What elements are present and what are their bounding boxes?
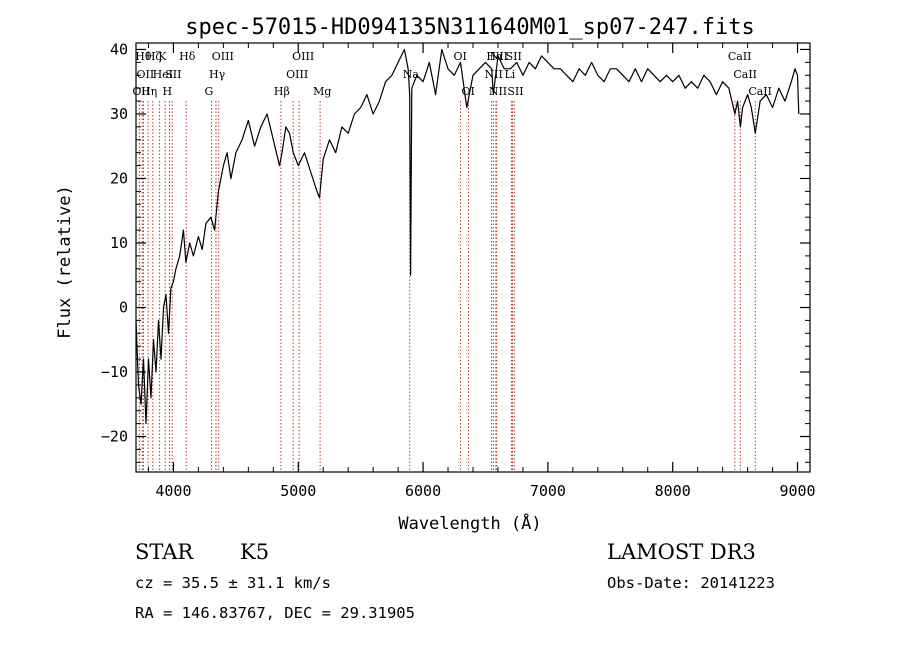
line-label: Hγ [209,68,226,81]
line-label: Hδ [179,50,196,63]
y-tick-label: 0 [119,298,128,316]
axis-ticks: 4000 5000 6000 7000 8000 9000 −20 −10 0 10 20 30 40 [101,40,816,500]
observation-date: Obs-Date: 20141223 [607,574,775,592]
line-label: G [205,85,214,98]
line-label: Hβ [274,85,290,98]
line-label: K [158,50,167,63]
line-label: OIII [212,50,234,63]
x-tick-label: 8000 [655,482,691,500]
line-label: OIII [292,50,314,63]
spectrum-series [135,48,800,425]
line-label: Na [403,68,420,81]
line-label: Hζ [146,50,162,63]
emission-line-markers [138,101,756,472]
line-label: Li [504,68,515,81]
x-tick-label: 5000 [280,482,316,500]
line-label: CaII [728,50,752,63]
object-subclass: K5 [240,540,270,564]
redshift-value: cz = 35.5 ± 31.1 km/s [135,574,331,592]
y-tick-label: 20 [110,169,128,187]
line-label: SII [506,50,522,63]
line-label: Hη [141,85,157,98]
x-tick-label: 9000 [779,482,815,500]
coordinates: RA = 146.83767, DEC = 29.31905 [135,604,415,622]
y-axis-label: Flux (relative) [55,185,75,339]
y-tick-label: 10 [110,234,128,252]
line-label: CaII [748,85,772,98]
line-label: OII [136,68,154,81]
y-tick-label: −10 [101,363,128,381]
y-tick-label: 40 [110,40,128,58]
line-label: NII [484,68,502,81]
plot-frame [135,42,811,473]
x-tick-label: 7000 [530,482,566,500]
x-tick-label: 4000 [155,482,191,500]
line-label: OIII [286,68,308,81]
y-tick-label: 30 [110,105,128,123]
chart-title: spec-57015-HD094135N311640M01_sp07-247.f… [185,15,755,40]
line-label: CaII [733,68,757,81]
line-label: SII [507,85,523,98]
line-label: SII [165,68,181,81]
line-label: HeI [153,68,173,81]
x-axis-label: Wavelength (Å) [398,512,541,534]
survey-name: LAMOST DR3 [607,540,756,564]
y-tick-label: −20 [101,428,128,446]
line-label: H [162,85,172,98]
line-label: Hθ [135,50,152,63]
line-label: NII [489,85,507,98]
emission-line-labels: OIIHθOIIHηHζHeIKHSIIHδGHγOIIIHβOIIIOIIIM… [132,50,772,98]
spectrum-line [135,48,800,425]
line-label: OI [454,50,467,63]
x-tick-label: 6000 [405,482,441,500]
object-class: STAR [135,540,194,564]
line-label: Mg [313,85,331,98]
